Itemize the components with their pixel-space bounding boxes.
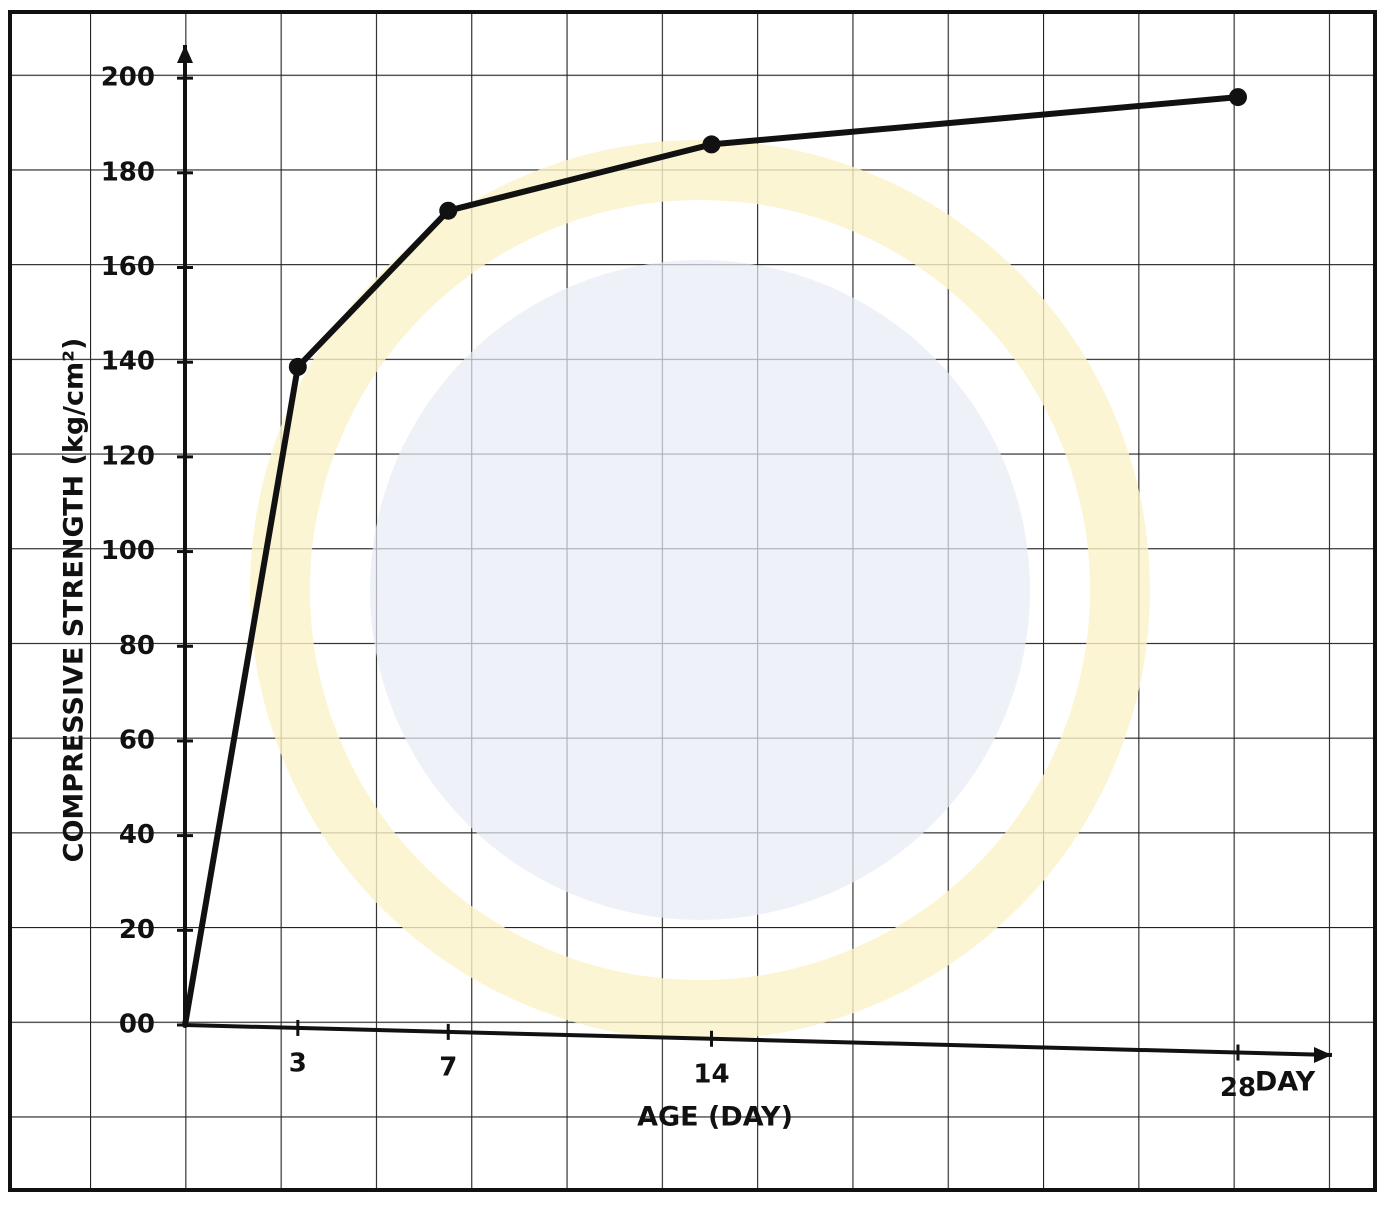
y-tick-label: 100 bbox=[101, 536, 155, 566]
y-tick-label: 120 bbox=[101, 441, 155, 471]
y-tick-label: 180 bbox=[101, 157, 155, 187]
page: {"chart_data": { "type": "line", "x_labe… bbox=[0, 0, 1388, 1209]
y-tick-label: 80 bbox=[119, 631, 155, 661]
x-tick-label: 14 bbox=[693, 1059, 729, 1089]
y-tick-label: 60 bbox=[119, 725, 155, 755]
y-tick-label: 40 bbox=[119, 820, 155, 850]
data-point bbox=[702, 135, 720, 153]
y-tick-label: 20 bbox=[119, 915, 155, 945]
watermark bbox=[370, 260, 1030, 920]
y-tick-label: 160 bbox=[101, 252, 155, 282]
data-point bbox=[289, 358, 307, 376]
y-tick-label: 140 bbox=[101, 347, 155, 377]
data-point bbox=[182, 1022, 188, 1028]
y-tick-label: 200 bbox=[101, 63, 155, 93]
x-tick-label: 28 bbox=[1220, 1073, 1256, 1103]
chart: AGE (DAY) DAY COMPRESSIVE STRENGTH (kg/c… bbox=[0, 0, 1388, 1209]
x-axis-title: AGE (DAY) bbox=[637, 1102, 793, 1133]
x-tick-label: 7 bbox=[439, 1052, 457, 1082]
x-axis-unit: DAY bbox=[1255, 1067, 1316, 1098]
data-point bbox=[439, 202, 457, 220]
y-tick-label: 00 bbox=[119, 1010, 155, 1040]
data-point bbox=[1229, 88, 1247, 106]
x-tick-label: 3 bbox=[289, 1048, 307, 1078]
y-axis-title: COMPRESSIVE STRENGTH (kg/cm²) bbox=[59, 338, 90, 863]
